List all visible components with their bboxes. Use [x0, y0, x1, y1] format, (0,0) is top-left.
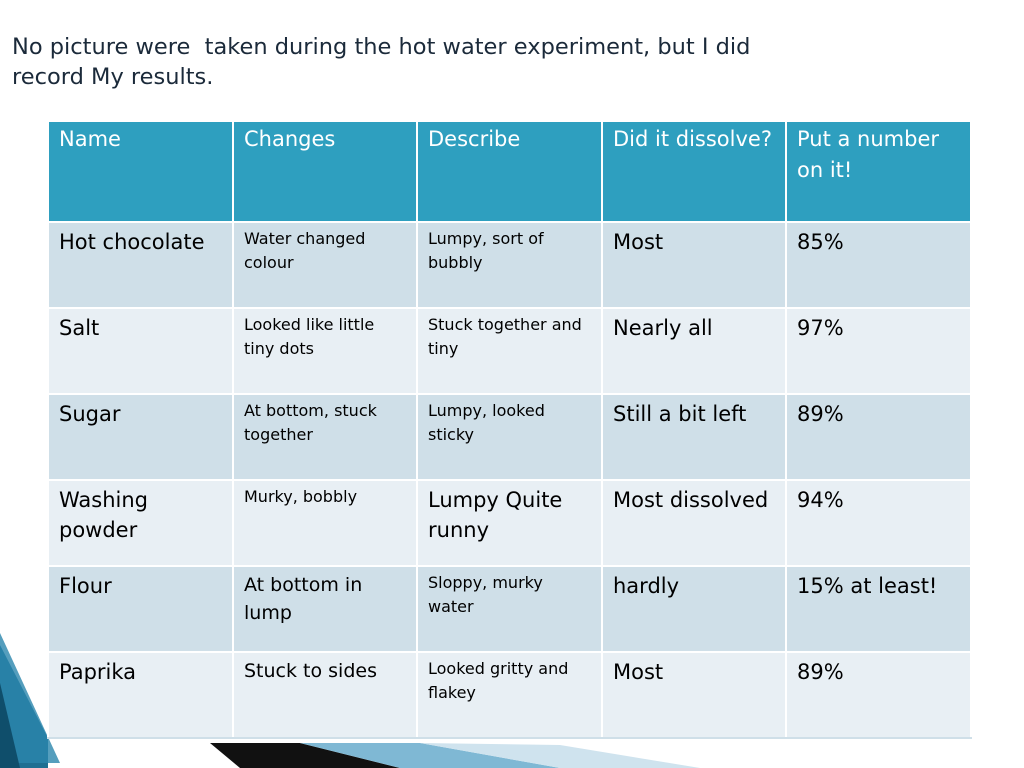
cell-describe: Lumpy, looked sticky: [416, 393, 603, 481]
cell-changes: Looked like little tiny dots: [232, 307, 418, 395]
cell-name: Paprika: [47, 651, 234, 739]
cell-describe: Looked gritty and flakey: [416, 651, 603, 739]
cell-number: 97%: [785, 307, 972, 395]
cell-describe: Lumpy Quite runny: [416, 479, 603, 567]
cell-changes: Water changed colour: [232, 221, 418, 309]
table-row: Flour At bottom in lump Sloppy, murky wa…: [47, 565, 972, 653]
cell-dissolve: Most: [601, 221, 787, 309]
table-row: Sugar At bottom, stuck together Lumpy, l…: [47, 393, 972, 481]
cell-name: Flour: [47, 565, 234, 653]
cell-dissolve: Nearly all: [601, 307, 787, 395]
header-describe: Describe: [416, 120, 603, 223]
table-header-row: Name Changes Describe Did it dissolve? P…: [47, 120, 972, 223]
cell-describe: Sloppy, murky water: [416, 565, 603, 653]
header-dissolve: Did it dissolve?: [601, 120, 787, 223]
cell-changes: At bottom in lump: [232, 565, 418, 653]
cell-dissolve: Still a bit left: [601, 393, 787, 481]
header-changes: Changes: [232, 120, 418, 223]
cell-number: 15% at least!: [785, 565, 972, 653]
cell-changes: At bottom, stuck together: [232, 393, 418, 481]
cell-describe: Stuck together and tiny: [416, 307, 603, 395]
cell-name: Hot chocolate: [47, 221, 234, 309]
cell-dissolve: hardly: [601, 565, 787, 653]
cell-changes: Stuck to sides: [232, 651, 418, 739]
table-row: Hot chocolate Water changed colour Lumpy…: [47, 221, 972, 309]
cell-name: Sugar: [47, 393, 234, 481]
cell-number: 94%: [785, 479, 972, 567]
table-row: Salt Looked like little tiny dots Stuck …: [47, 307, 972, 395]
cell-number: 85%: [785, 221, 972, 309]
header-number: Put a number on it!: [785, 120, 972, 223]
slide-title: No picture were taken during the hot wat…: [12, 34, 751, 90]
cell-number: 89%: [785, 651, 972, 739]
cell-dissolve: Most: [601, 651, 787, 739]
cell-number: 89%: [785, 393, 972, 481]
header-name: Name: [47, 120, 234, 223]
cell-dissolve: Most dissolved: [601, 479, 787, 567]
cell-name: Salt: [47, 307, 234, 395]
table-row: Washing powder Murky, bobbly Lumpy Quite…: [47, 479, 972, 567]
cell-name: Washing powder: [47, 479, 234, 567]
table-row: Paprika Stuck to sides Looked gritty and…: [47, 651, 972, 739]
cell-describe: Lumpy, sort of bubbly: [416, 221, 603, 309]
results-table: Name Changes Describe Did it dissolve? P…: [47, 120, 972, 739]
cell-changes: Murky, bobbly: [232, 479, 418, 567]
